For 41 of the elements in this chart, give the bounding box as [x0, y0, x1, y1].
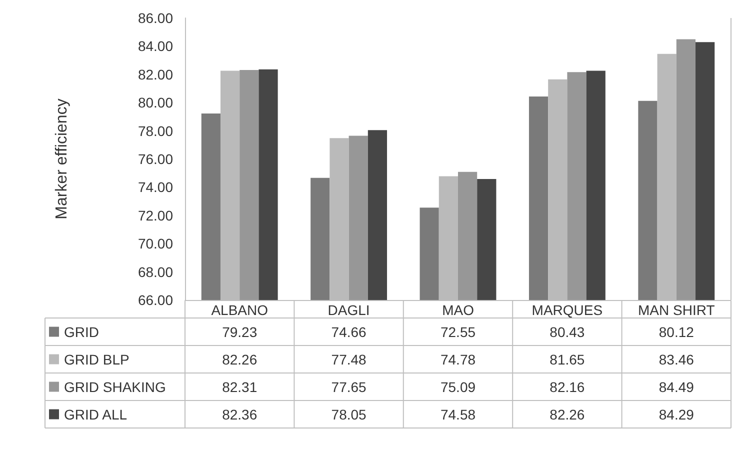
y-tick-label: 66.00	[138, 292, 174, 308]
y-tick-label: 70.00	[138, 236, 174, 252]
x-tick-label: ALBANO	[211, 302, 268, 318]
data-label: 77.65	[331, 378, 367, 395]
data-label: 84.49	[658, 378, 694, 395]
data-label: 82.26	[222, 351, 258, 368]
y-tick-label: 78.00	[138, 122, 174, 139]
y-axis-title: Marker efficiency	[54, 98, 70, 220]
y-tick-label: 80.00	[138, 94, 174, 111]
legend-label: GRID BLP	[64, 351, 130, 368]
x-tick-label: MAN SHIRT	[638, 302, 716, 318]
data-label: 81.65	[550, 351, 585, 368]
data-label: 83.46	[658, 351, 694, 368]
y-tick-label: 68.00	[138, 264, 174, 280]
y-tick-label: 82.00	[138, 66, 174, 82]
data-label: 84.29	[658, 406, 694, 422]
data-label: 74.58	[440, 406, 476, 422]
y-tick-label: 74.00	[138, 179, 174, 196]
y-tick-label: 86.00	[138, 10, 174, 26]
legend-label: GRID SHAKING	[64, 378, 166, 395]
data-label: 74.78	[440, 351, 476, 368]
data-label: 80.12	[658, 324, 694, 340]
data-label: 72.55	[440, 324, 476, 340]
legend-label: GRID ALL	[64, 406, 128, 422]
data-label: 82.16	[550, 378, 585, 395]
x-tick-label: MARQUES	[532, 302, 603, 318]
y-tick-label: 76.00	[138, 151, 174, 167]
data-label: 74.66	[331, 324, 367, 340]
data-label: 78.05	[331, 406, 367, 422]
data-label: 82.26	[550, 406, 585, 422]
data-label: 75.09	[440, 378, 476, 395]
legend-label: GRID	[64, 324, 99, 340]
data-label: 82.31	[222, 378, 258, 395]
y-tick-label: 84.00	[138, 38, 174, 54]
y-tick-label: 72.00	[138, 207, 174, 224]
x-tick-label: DAGLI	[328, 302, 370, 318]
data-label: 80.43	[550, 324, 585, 340]
x-tick-label: MAO	[442, 302, 474, 318]
data-label: 77.48	[331, 351, 367, 368]
data-label: 79.23	[222, 324, 258, 340]
data-label: 82.36	[222, 406, 258, 422]
